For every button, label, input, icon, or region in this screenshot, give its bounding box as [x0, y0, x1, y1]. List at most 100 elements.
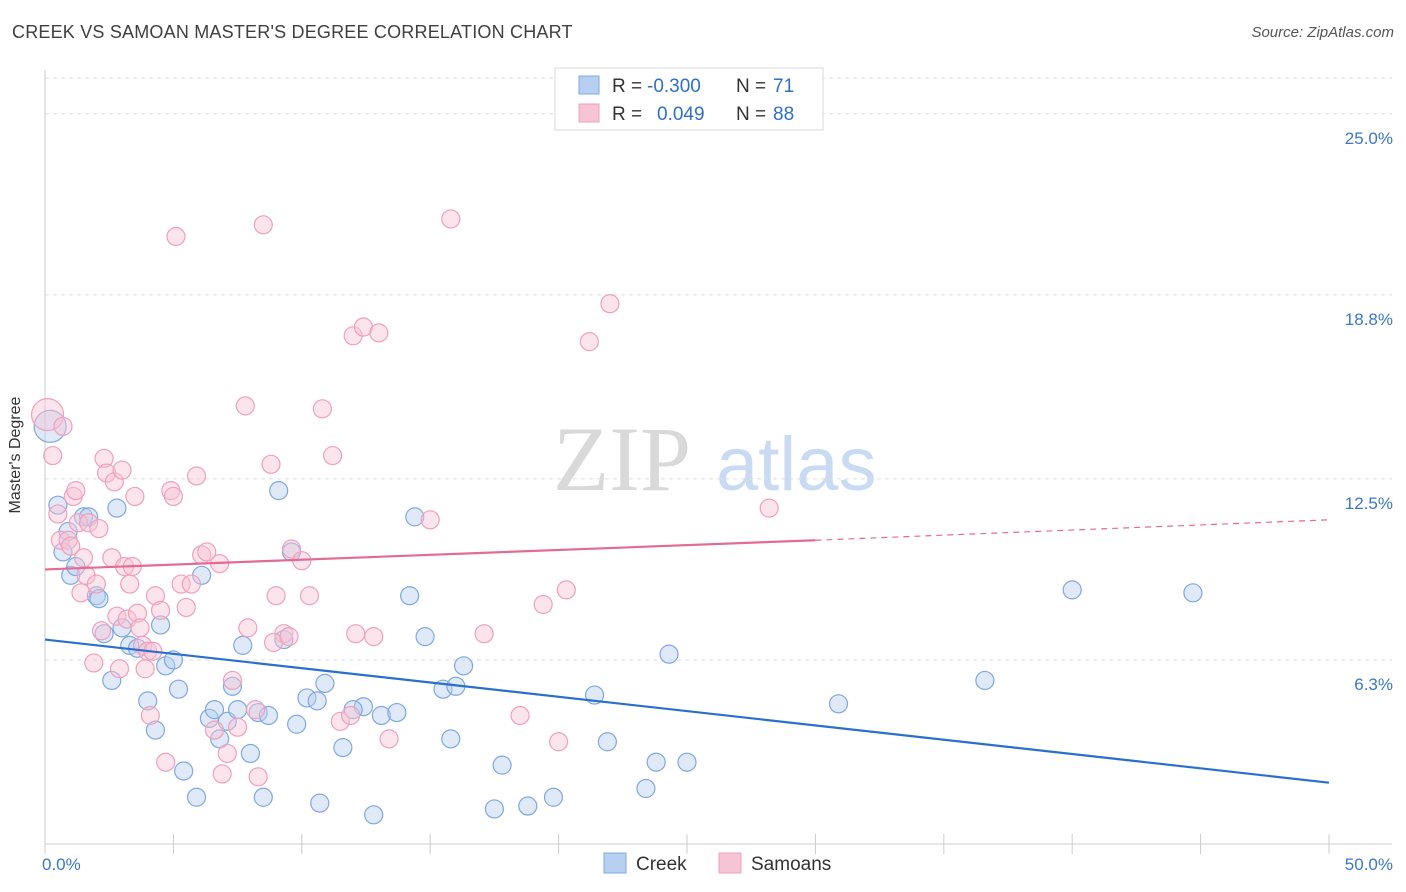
point-samoans: [248, 767, 268, 787]
point-creek: [310, 793, 330, 813]
point-samoans: [166, 226, 186, 247]
point-samoans: [510, 705, 530, 726]
point-creek: [659, 644, 679, 664]
point-creek: [168, 679, 189, 699]
y-tick-label: 25.0%: [1345, 129, 1393, 148]
point-samoans: [222, 670, 243, 691]
point-samoans: [238, 618, 258, 638]
y-tick-label: 12.5%: [1345, 494, 1393, 513]
point-samoans: [279, 627, 299, 647]
legend-n-value-creek: 71: [773, 76, 794, 97]
legend-swatch-samoans: [578, 103, 600, 123]
legend-r-value-creek: -0.300: [647, 76, 701, 97]
tick-labels: 25.0% 18.8% 12.5% 6.3% 0.0% 50.0%: [42, 129, 1393, 874]
point-creek: [387, 702, 407, 723]
point-creek: [73, 507, 94, 527]
point-creek: [333, 738, 353, 758]
point-creek: [453, 656, 474, 676]
point-samoans: [204, 720, 225, 740]
point-samoans: [299, 586, 320, 606]
point-creek: [186, 787, 207, 807]
point-samoans: [73, 548, 94, 568]
point-samoans: [600, 294, 620, 314]
point-samoans: [420, 510, 440, 530]
point-samoans: [109, 659, 130, 679]
legend-n-value-samoans: 88: [773, 104, 794, 125]
legend-r-value-samoans: 0.049: [657, 104, 705, 125]
point-creek: [492, 755, 512, 775]
point-samoans: [125, 486, 145, 507]
point-creek: [102, 670, 122, 691]
point-samoans: [181, 574, 201, 594]
point-samoans: [156, 752, 176, 772]
point-samoans: [579, 332, 600, 352]
point-creek: [518, 796, 538, 816]
point-creek: [138, 691, 158, 711]
legend-n-label-creek: N =: [736, 76, 766, 97]
x-tick-label-max: 50.0%: [1345, 855, 1393, 874]
chart-source: Source: ZipAtlas.com: [1251, 24, 1394, 41]
point-creek: [253, 787, 273, 807]
correlation-legend: R = -0.300 N = 71 R = 0.049 N = 88: [554, 67, 824, 131]
point-samoans: [120, 574, 140, 594]
point-samoans: [330, 711, 350, 731]
point-samoans: [379, 729, 399, 749]
y-tick-label: 6.3%: [1354, 675, 1393, 694]
series-legend-swatch-samoans: [718, 852, 742, 874]
point-creek: [163, 650, 183, 670]
point-creek: [233, 635, 253, 655]
point-samoans: [346, 624, 366, 644]
point-samoans: [261, 454, 281, 474]
point-creek: [145, 720, 166, 740]
point-samoans: [340, 705, 361, 726]
legend-n-label-samoans: N =: [736, 104, 766, 125]
watermark-atlas: atlas: [716, 422, 877, 507]
point-samoans: [48, 504, 68, 524]
series-legend-label-creek: Creek: [636, 854, 687, 875]
point-creek: [405, 507, 425, 527]
point-creek: [287, 714, 307, 734]
point-creek: [94, 624, 114, 644]
point-samoans: [86, 574, 106, 594]
point-creek: [975, 670, 995, 691]
point-creek: [53, 542, 73, 562]
trend-lines: [44, 519, 1330, 784]
data-points: [30, 209, 1203, 825]
point-samoans: [130, 618, 150, 638]
series-legend: Creek Samoans: [603, 852, 831, 875]
point-samoans: [364, 627, 384, 647]
point-samoans: [50, 530, 71, 550]
point-samoans: [43, 445, 63, 466]
point-creek: [400, 586, 420, 606]
legend-r-label-samoans: R =: [612, 104, 642, 125]
point-samoans: [197, 542, 217, 562]
legend-r-label-creek: R =: [612, 76, 642, 97]
point-samoans: [533, 594, 553, 615]
watermark: ZIP atlas: [553, 408, 877, 510]
point-samoans: [369, 323, 389, 343]
axes: [44, 70, 1392, 854]
point-creek: [240, 743, 261, 764]
point-creek: [222, 676, 243, 696]
point-samoans: [235, 396, 255, 416]
point-samoans: [150, 600, 171, 620]
point-samoans: [30, 398, 65, 432]
point-creek: [484, 799, 504, 819]
point-samoans: [245, 700, 266, 720]
point-samoans: [474, 624, 494, 644]
point-samoans: [53, 416, 73, 436]
legend-swatch-creek: [578, 75, 600, 95]
point-samoans: [176, 597, 196, 618]
point-samoans: [548, 732, 569, 752]
point-samoans: [312, 399, 332, 419]
point-creek: [204, 700, 225, 720]
point-samoans: [89, 518, 109, 539]
point-samoans: [266, 586, 286, 606]
point-samoans: [186, 466, 207, 486]
series-legend-swatch-creek: [603, 852, 627, 874]
point-samoans: [140, 705, 160, 726]
x-tick-label-min: 0.0%: [42, 855, 81, 874]
point-samoans: [91, 621, 112, 641]
point-samoans: [104, 472, 124, 492]
